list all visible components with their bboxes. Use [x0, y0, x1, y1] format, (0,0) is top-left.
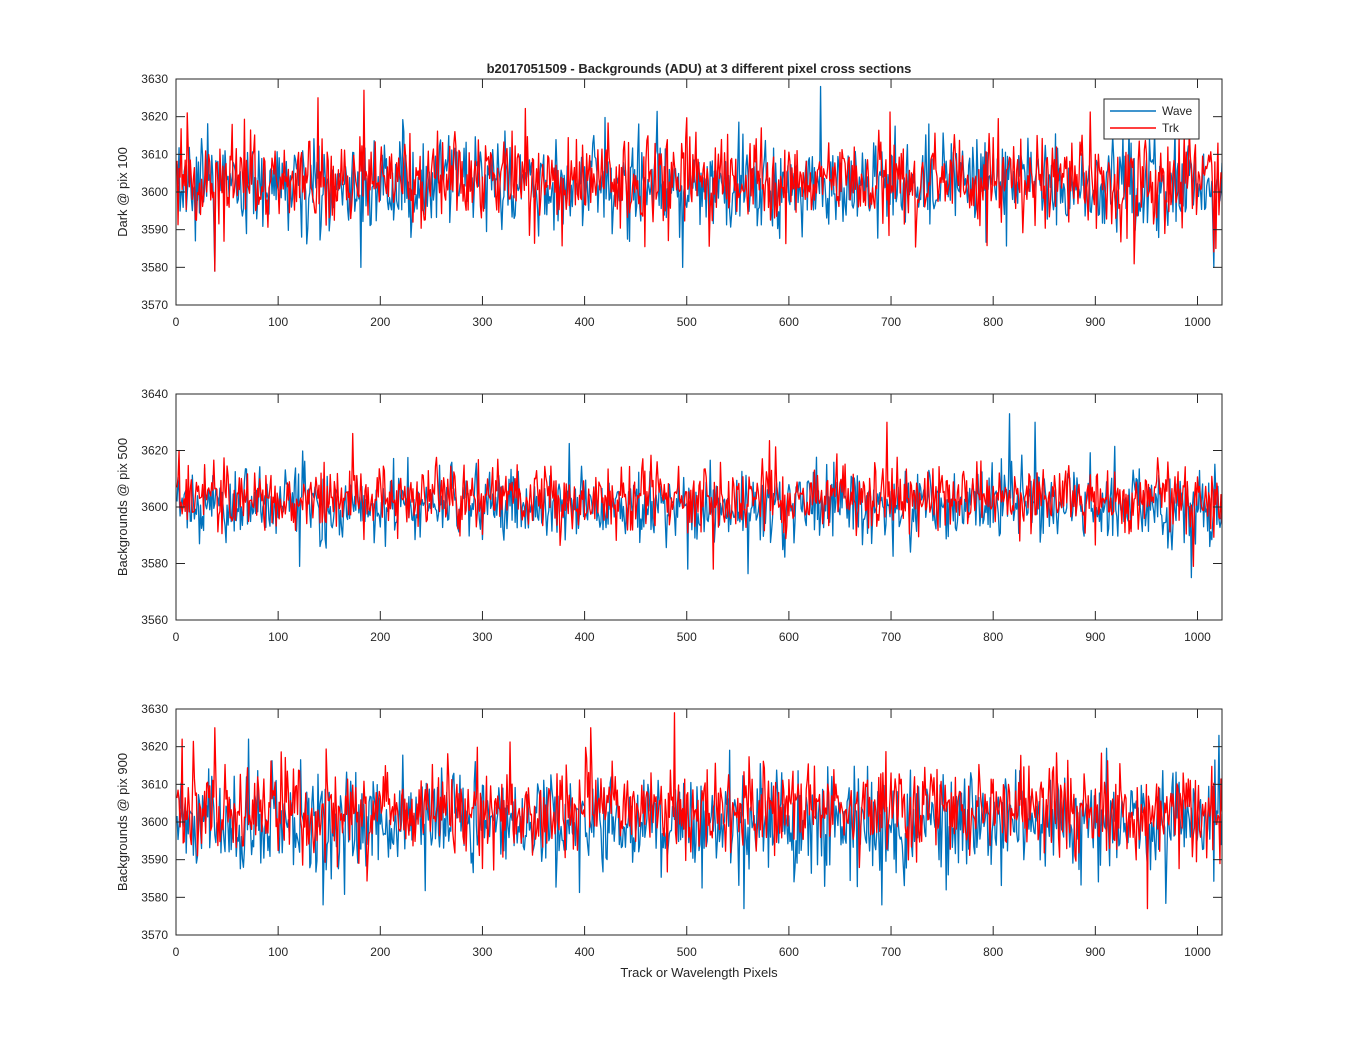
x-tick-label: 700 [881, 945, 901, 959]
y-tick-label: 3620 [141, 740, 168, 754]
x-tick-label: 600 [779, 315, 799, 329]
legend-box [1103, 98, 1200, 140]
x-tick-label: 500 [677, 945, 697, 959]
y-tick-label: 3630 [141, 72, 168, 86]
x-tick-label: 200 [370, 945, 390, 959]
subplot-1: 0 100 200 300 400 500 600 700 800 900 1000 3570 3580… [115, 72, 1223, 329]
y-tick-label: 3620 [141, 110, 168, 124]
x-tick-label: 800 [983, 315, 1003, 329]
x-tick-label: 900 [1085, 630, 1105, 644]
x-tick-label: 500 [677, 630, 697, 644]
x-tick-label: 100 [268, 630, 288, 644]
x-tick-label: 400 [575, 315, 595, 329]
y-tick-label: 3600 [141, 500, 168, 514]
series-group [176, 413, 1222, 579]
x-tick-label: 200 [370, 315, 390, 329]
legend: Wave Trk [1103, 98, 1200, 140]
y-tick-label: 3630 [141, 702, 168, 716]
y-tick-label: 3580 [141, 260, 168, 274]
y-tick-label: 3620 [141, 444, 168, 458]
y-tick-label: 3580 [141, 557, 168, 571]
x-tick-label: 900 [1085, 315, 1105, 329]
y-tick-label: 3590 [141, 853, 168, 867]
series-line-wave [176, 85, 1222, 272]
x-tick-label: 600 [779, 945, 799, 959]
x-tick-label: 600 [779, 630, 799, 644]
x-tick-label: 700 [881, 630, 901, 644]
x-tick-label: 200 [370, 630, 390, 644]
series-line-trk [176, 421, 1222, 570]
axes-container: 0 100 200 300 400 500 600 700 800 900 100035703580… [115, 72, 1223, 959]
legend-label-wave: Wave [1162, 104, 1193, 118]
x-tick-label: 400 [575, 945, 595, 959]
x-tick-label: 1000 [1184, 315, 1211, 329]
y-axis-label: Dark @ pix 100 [115, 147, 130, 237]
y-tick-label: 3610 [141, 777, 168, 791]
x-tick-label: 300 [472, 945, 492, 959]
y-tick-label: 3640 [141, 387, 168, 401]
figure-title: b2017051509 - Backgrounds (ADU) at 3 dif… [487, 61, 912, 76]
x-tick-label: 0 [173, 630, 180, 644]
series-line-trk [176, 712, 1222, 910]
legend-label-trk: Trk [1162, 121, 1180, 135]
y-tick-label: 3560 [141, 613, 168, 627]
x-tick-label: 800 [983, 945, 1003, 959]
x-tick-label: 1000 [1184, 630, 1211, 644]
series-group [176, 85, 1222, 272]
y-tick-label: 3610 [141, 147, 168, 161]
y-tick-label: 3570 [141, 298, 168, 312]
x-tick-label: 300 [472, 315, 492, 329]
subplot-3: 0 100 200 300 400 500 600 700 800 900 1000 3570 3580… [115, 702, 1223, 959]
y-tick-label: 3600 [141, 185, 168, 199]
series-group [176, 712, 1222, 910]
x-tick-label: 400 [575, 630, 595, 644]
y-axis-label: Backgrounds @ pix 500 [115, 438, 130, 576]
x-tick-label: 800 [983, 630, 1003, 644]
x-tick-label: 100 [268, 945, 288, 959]
y-axis-label: Backgrounds @ pix 900 [115, 753, 130, 891]
x-tick-label: 0 [173, 945, 180, 959]
x-tick-label: 0 [173, 315, 180, 329]
series-line-trk [176, 89, 1222, 272]
x-tick-label: 1000 [1184, 945, 1211, 959]
x-tick-label: 300 [472, 630, 492, 644]
y-tick-label: 3580 [141, 890, 168, 904]
x-tick-label: 500 [677, 315, 697, 329]
y-tick-label: 3600 [141, 815, 168, 829]
x-axis-label: Track or Wavelength Pixels [620, 965, 778, 980]
x-tick-label: 900 [1085, 945, 1105, 959]
y-tick-label: 3590 [141, 223, 168, 237]
y-tick-label: 3570 [141, 928, 168, 942]
subplot-2: 0 100 200 300 400 500 600 700 800 900 1000 3560 3580… [115, 387, 1223, 644]
x-tick-label: 700 [881, 315, 901, 329]
x-tick-label: 100 [268, 315, 288, 329]
